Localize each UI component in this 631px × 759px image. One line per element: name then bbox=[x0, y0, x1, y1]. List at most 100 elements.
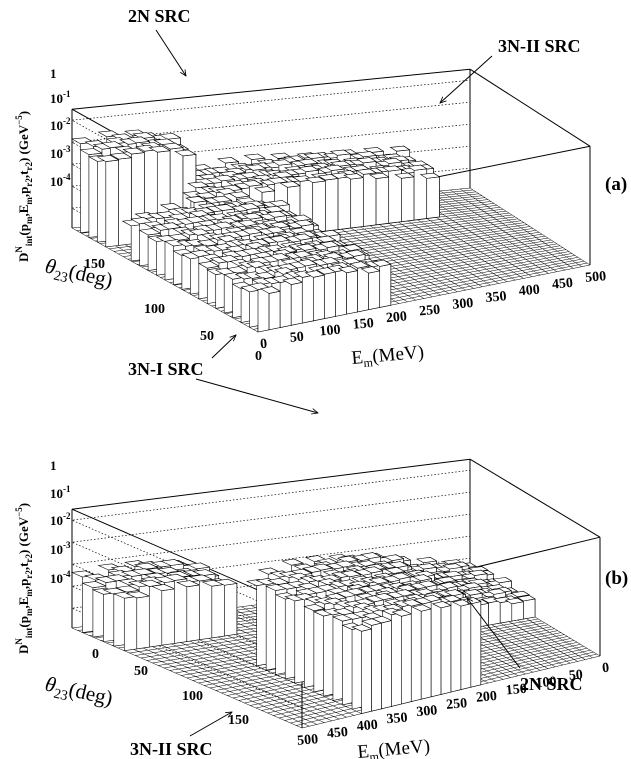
bar-face bbox=[176, 580, 201, 588]
panel-a-em-ticks: 0 50 100 150 200 250 300 350 400 450 500 bbox=[260, 269, 607, 352]
bar bbox=[274, 592, 298, 680]
bar-face bbox=[251, 277, 273, 285]
b-z-tick-3: 10-3 bbox=[50, 540, 71, 557]
bar-face bbox=[391, 612, 402, 707]
bar-face bbox=[244, 164, 267, 171]
bar-face bbox=[268, 290, 281, 331]
bar-face bbox=[241, 180, 263, 187]
bar bbox=[391, 609, 413, 705]
bar-face bbox=[332, 612, 344, 701]
bar-face bbox=[368, 270, 381, 311]
bar-face bbox=[419, 172, 441, 179]
floor-line bbox=[440, 190, 566, 271]
bar-face bbox=[101, 141, 125, 149]
bar-face bbox=[351, 624, 373, 632]
bar-face bbox=[304, 270, 326, 278]
floor-line bbox=[420, 192, 549, 274]
bar-face bbox=[346, 270, 358, 315]
bar-face bbox=[394, 589, 416, 597]
bar-face bbox=[112, 591, 138, 599]
bar-face bbox=[196, 239, 219, 247]
bar-face bbox=[127, 136, 151, 144]
bar-face bbox=[246, 579, 270, 586]
bar-face bbox=[105, 137, 130, 144]
bar-face bbox=[320, 229, 341, 237]
bar-face bbox=[349, 261, 370, 269]
b-em-axis-label: Em(MeV) bbox=[357, 736, 431, 759]
bar bbox=[293, 270, 315, 324]
bar-face bbox=[390, 572, 412, 580]
bar-face bbox=[381, 165, 403, 172]
bar bbox=[317, 173, 339, 232]
bar bbox=[284, 594, 307, 684]
bar-face bbox=[324, 271, 336, 319]
em-tick-350: 350 bbox=[386, 711, 408, 728]
a-z-tick-0: 1 bbox=[50, 66, 57, 81]
bar-face bbox=[323, 164, 345, 171]
em-tick-100: 100 bbox=[535, 675, 557, 692]
bar-face bbox=[430, 598, 442, 698]
bar bbox=[265, 583, 288, 675]
bar-face bbox=[211, 584, 225, 639]
bar-face bbox=[414, 570, 436, 578]
bar-face bbox=[401, 613, 412, 705]
bar bbox=[214, 578, 238, 637]
bar-face bbox=[379, 263, 392, 308]
bar-face bbox=[462, 589, 483, 596]
bar bbox=[407, 164, 428, 221]
bar-face bbox=[401, 599, 423, 607]
bar-face bbox=[488, 600, 501, 626]
bar-face bbox=[363, 172, 377, 227]
bar bbox=[368, 172, 390, 226]
bar-face bbox=[355, 168, 377, 175]
em-tick-250: 250 bbox=[446, 696, 468, 713]
b-theta-tick-150: 150 bbox=[228, 713, 249, 728]
bar-face bbox=[107, 570, 133, 577]
bar-face bbox=[79, 148, 103, 155]
bar bbox=[315, 267, 337, 319]
a-z-tick-1: 10-1 bbox=[50, 89, 71, 106]
b-z-axis-label: DNint(pm,Em,pr2,tr2) (GeV−5) bbox=[14, 503, 34, 654]
bar bbox=[341, 622, 364, 710]
bar-face bbox=[272, 171, 294, 178]
em-tick-500: 500 bbox=[585, 269, 607, 286]
bar-face bbox=[201, 579, 226, 587]
bar-face bbox=[213, 174, 236, 182]
b-annot-2n-src: 2N SRC bbox=[520, 674, 583, 694]
bar-face bbox=[105, 159, 119, 248]
bar bbox=[96, 154, 120, 248]
bar-face bbox=[381, 620, 392, 710]
em-tick-400: 400 bbox=[356, 718, 378, 735]
bar-face bbox=[516, 595, 536, 602]
bar-face bbox=[163, 218, 187, 226]
bar bbox=[462, 597, 482, 688]
bar-face bbox=[343, 173, 365, 180]
b-annot-2n-arrow bbox=[467, 598, 521, 669]
bar-face bbox=[510, 590, 530, 598]
bar-face bbox=[221, 250, 244, 258]
bar-face bbox=[279, 279, 292, 328]
bar bbox=[150, 584, 176, 646]
bar-face bbox=[138, 228, 162, 236]
bar-face bbox=[407, 164, 428, 171]
bar bbox=[246, 578, 270, 667]
bar bbox=[176, 580, 201, 642]
bar bbox=[371, 259, 392, 308]
bar bbox=[419, 172, 441, 219]
bar-face bbox=[301, 274, 314, 324]
bar-face bbox=[315, 235, 337, 243]
bar-face bbox=[361, 628, 372, 714]
bar-face bbox=[440, 605, 452, 695]
b-annot-3n1-arrow bbox=[195, 378, 318, 413]
a-z-tick-3: 10-3 bbox=[50, 144, 71, 161]
bar-face bbox=[297, 158, 319, 165]
bar-face bbox=[340, 570, 362, 578]
bar-face bbox=[296, 259, 318, 267]
bar-face bbox=[368, 172, 390, 179]
bar-face bbox=[420, 608, 432, 700]
bar-face bbox=[523, 598, 536, 620]
b-annot-3n2-src: 3N-II SRC bbox=[130, 739, 213, 759]
bar-face bbox=[259, 286, 281, 294]
em-tick-0: 0 bbox=[602, 661, 610, 677]
